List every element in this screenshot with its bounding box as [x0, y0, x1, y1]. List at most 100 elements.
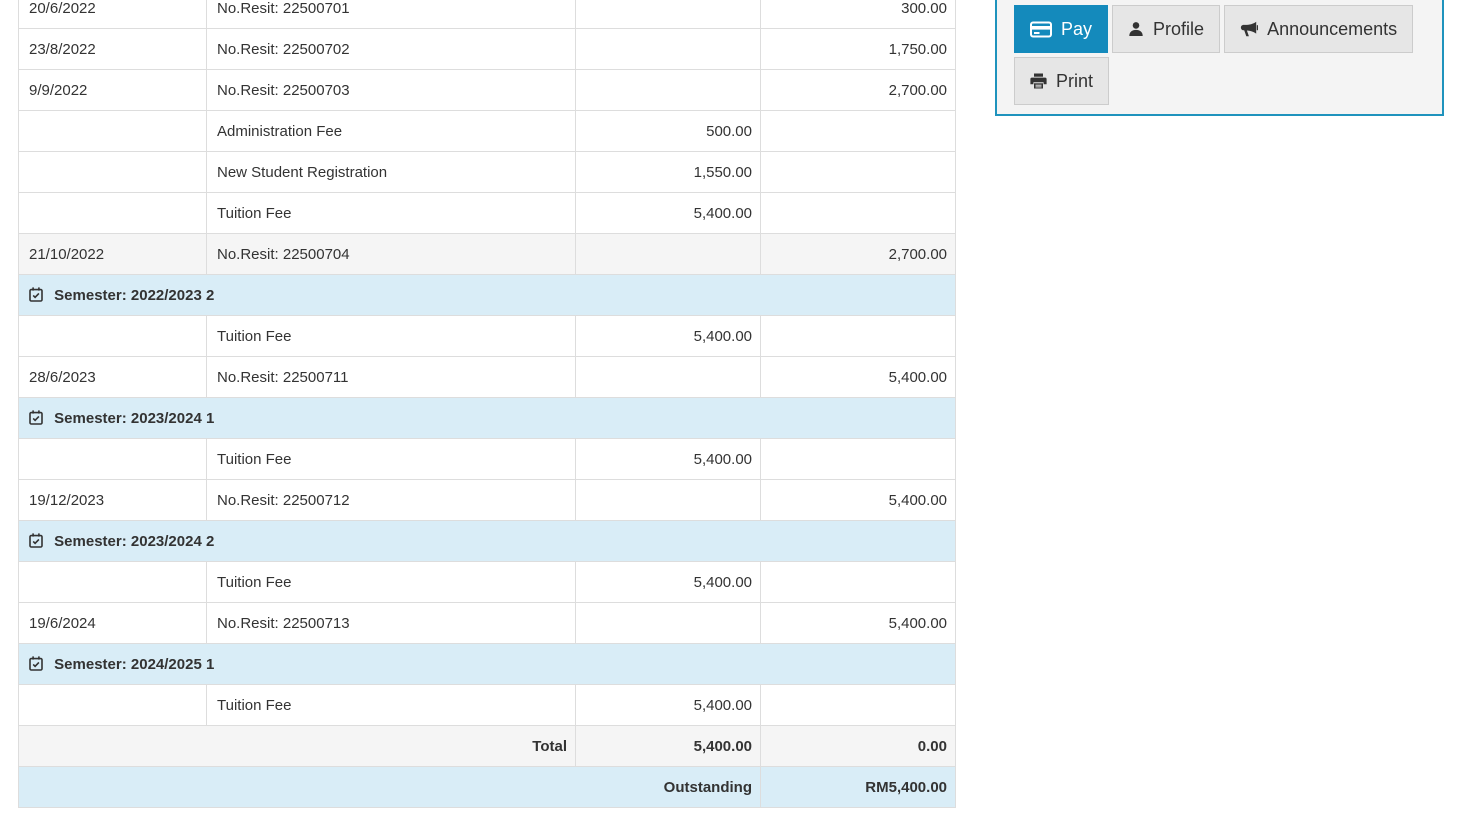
fee-row: 21/10/2022 No.Resit: 22500704 2,700.00: [18, 233, 956, 275]
pay-button-label: Pay: [1061, 19, 1093, 39]
announcements-button[interactable]: Announcements: [1224, 5, 1414, 53]
charge-cell: [575, 28, 761, 70]
total-row: Total 5,400.00 0.00: [18, 725, 956, 767]
semester-header-row: Semester: 2023/2024 1: [18, 397, 956, 439]
fee-row: Tuition Fee 5,400.00: [18, 315, 956, 357]
semester-header-cell: Semester: 2023/2024 2: [18, 520, 956, 562]
payment-cell: [760, 110, 956, 152]
semester-header-cell: Semester: 2022/2023 2: [18, 274, 956, 316]
fee-row: New Student Registration 1,550.00: [18, 151, 956, 193]
charge-cell: [575, 479, 761, 521]
calendar-check-icon: [29, 286, 50, 304]
fee-row: Administration Fee 500.00: [18, 110, 956, 152]
description-cell: New Student Registration: [206, 151, 576, 193]
total-charge-cell: 5,400.00: [575, 725, 761, 767]
payment-cell: [760, 315, 956, 357]
payment-cell: 5,400.00: [760, 602, 956, 644]
charge-cell: 5,400.00: [575, 684, 761, 726]
charge-cell: [575, 602, 761, 644]
outstanding-row: Outstanding RM5,400.00: [18, 766, 956, 808]
description-cell: No.Resit: 22500713: [206, 602, 576, 644]
description-cell: Tuition Fee: [206, 684, 576, 726]
fee-row: Tuition Fee 5,400.00: [18, 684, 956, 726]
payment-cell: [760, 151, 956, 193]
charge-cell: [575, 0, 761, 29]
fee-row: Tuition Fee 5,400.00: [18, 561, 956, 603]
semester-header-cell: Semester: 2023/2024 1: [18, 397, 956, 439]
total-payment-cell: 0.00: [760, 725, 956, 767]
announcements-button-label: Announcements: [1267, 19, 1398, 39]
payment-cell: 5,400.00: [760, 356, 956, 398]
fee-row: 19/6/2024 No.Resit: 22500713 5,400.00: [18, 602, 956, 644]
charge-cell: 5,400.00: [575, 315, 761, 357]
semester-header-row: Semester: 2022/2023 2: [18, 274, 956, 316]
profile-button[interactable]: Profile: [1112, 5, 1221, 53]
charge-cell: [575, 233, 761, 275]
description-cell: No.Resit: 22500711: [206, 356, 576, 398]
payment-cell: 2,700.00: [760, 233, 956, 275]
megaphone-icon: [1240, 21, 1259, 37]
fee-row: 23/8/2022 No.Resit: 22500702 1,750.00: [18, 28, 956, 70]
user-icon: [1128, 21, 1144, 37]
date-cell: [18, 110, 207, 152]
payment-cell: 300.00: [760, 0, 956, 29]
outstanding-label-cell: Outstanding: [18, 766, 761, 808]
description-cell: Tuition Fee: [206, 438, 576, 480]
semester-label: Semester: 2023/2024 2: [54, 532, 215, 550]
credit-card-icon: [1030, 21, 1052, 38]
charge-cell: [575, 356, 761, 398]
pay-button[interactable]: Pay: [1014, 5, 1109, 53]
semester-label: Semester: 2022/2023 2: [54, 286, 215, 304]
date-cell: 28/6/2023: [18, 356, 207, 398]
payment-cell: 1,750.00: [760, 28, 956, 70]
date-cell: [18, 315, 207, 357]
date-cell: [18, 192, 207, 234]
charge-cell: 5,400.00: [575, 192, 761, 234]
description-cell: No.Resit: 22500704: [206, 233, 576, 275]
semester-header-row: Semester: 2023/2024 2: [18, 520, 956, 562]
calendar-check-icon: [29, 655, 50, 673]
printer-icon: [1030, 73, 1047, 89]
date-cell: [18, 438, 207, 480]
description-cell: Administration Fee: [206, 110, 576, 152]
charge-cell: 500.00: [575, 110, 761, 152]
payment-cell: [760, 192, 956, 234]
print-button[interactable]: Print: [1014, 57, 1110, 105]
fee-row: 20/6/2022 No.Resit: 22500701 300.00: [18, 0, 956, 29]
semester-label: Semester: 2023/2024 1: [54, 409, 215, 427]
payment-cell: 5,400.00: [760, 479, 956, 521]
date-cell: [18, 151, 207, 193]
fee-row: Tuition Fee 5,400.00: [18, 438, 956, 480]
fee-row: 19/12/2023 No.Resit: 22500712 5,400.00: [18, 479, 956, 521]
print-button-label: Print: [1056, 71, 1094, 91]
date-cell: 20/6/2022: [18, 0, 207, 29]
description-cell: Tuition Fee: [206, 561, 576, 603]
semester-header-cell: Semester: 2024/2025 1: [18, 643, 956, 685]
semester-header-row: Semester: 2024/2025 1: [18, 643, 956, 685]
semester-label: Semester: 2024/2025 1: [54, 655, 215, 673]
outstanding-amount-cell: RM5,400.00: [760, 766, 956, 808]
date-cell: [18, 561, 207, 603]
date-cell: [18, 684, 207, 726]
payment-cell: [760, 438, 956, 480]
description-cell: Tuition Fee: [206, 315, 576, 357]
date-cell: 19/12/2023: [18, 479, 207, 521]
description-cell: No.Resit: 22500703: [206, 69, 576, 111]
charge-cell: 1,550.00: [575, 151, 761, 193]
fees-table: 20/6/2022 No.Resit: 22500701 300.00 23/8/20…: [18, 0, 956, 808]
date-cell: 19/6/2024: [18, 602, 207, 644]
total-label-cell: Total: [18, 725, 576, 767]
charge-cell: 5,400.00: [575, 438, 761, 480]
payment-cell: 2,700.00: [760, 69, 956, 111]
description-cell: No.Resit: 22500701: [206, 0, 576, 29]
description-cell: No.Resit: 22500712: [206, 479, 576, 521]
fee-row: Tuition Fee 5,400.00: [18, 192, 956, 234]
charge-cell: 5,400.00: [575, 561, 761, 603]
profile-button-label: Profile: [1153, 19, 1205, 39]
fee-row: 9/9/2022 No.Resit: 22500703 2,700.00: [18, 69, 956, 111]
date-cell: 9/9/2022: [18, 69, 207, 111]
date-cell: 23/8/2022: [18, 28, 207, 70]
description-cell: No.Resit: 22500702: [206, 28, 576, 70]
payment-cell: [760, 561, 956, 603]
